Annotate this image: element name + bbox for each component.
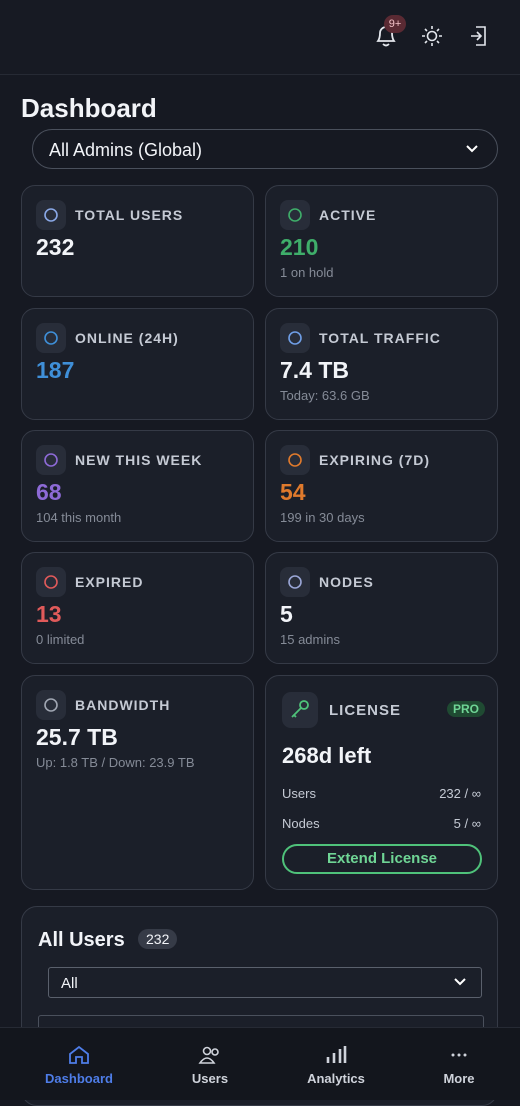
icon-glyph: [288, 208, 302, 222]
nav-item[interactable]: Dashboard: [34, 1028, 124, 1100]
license-row-value: 5 / ∞: [453, 816, 481, 831]
stat-label: EXPIRING (7D): [319, 452, 431, 468]
stat-label: BANDWIDTH: [75, 697, 171, 713]
nav-icon: [324, 1043, 348, 1067]
icon-glyph: [288, 575, 302, 589]
stat-icon: [36, 445, 66, 475]
nav-label: More: [443, 1071, 475, 1086]
nav-item[interactable]: More: [414, 1028, 504, 1100]
stat-value: 25.7 TB: [36, 724, 118, 750]
stat-label: NODES: [319, 574, 374, 590]
nav-label: Dashboard: [45, 1071, 113, 1086]
stat-card: NODES 5 15 admins: [265, 552, 498, 664]
stat-icon: [36, 567, 66, 597]
panel-title: All Users: [38, 929, 125, 951]
license-icon: [282, 692, 318, 728]
extend-license-button[interactable]: Extend License: [282, 844, 482, 874]
page-title: Dashboard: [21, 93, 157, 123]
filter-select[interactable]: All: [48, 967, 482, 998]
stat-label: TOTAL USERS: [75, 207, 184, 223]
stat-sub: 199 in 30 days: [280, 510, 365, 525]
stat-value: 7.4 TB: [280, 357, 350, 383]
admin-select[interactable]: All Admins (Global): [32, 129, 498, 169]
license-row-label: Users: [282, 786, 316, 801]
stat-value: 210: [280, 234, 319, 260]
icon-glyph: [44, 698, 58, 712]
logout-button[interactable]: [467, 24, 491, 48]
stat-sub: 15 admins: [280, 632, 340, 647]
stat-card: ACTIVE 210 1 on hold: [265, 185, 498, 297]
stat-icon: [280, 323, 310, 353]
stat-label: EXPIRED: [75, 574, 144, 590]
icon-glyph: [44, 575, 58, 589]
stat-label: ONLINE (24H): [75, 330, 179, 346]
stat-value: 232: [36, 234, 75, 260]
nav-item[interactable]: Users: [165, 1028, 255, 1100]
stat-sub: Up: 1.8 TB / Down: 23.9 TB: [36, 755, 195, 770]
nav-glyph: [451, 1053, 467, 1057]
stat-card: NEW THIS WEEK 68 104 this month: [21, 430, 254, 542]
nav-glyph: [326, 1046, 347, 1063]
top-bar: 9+: [0, 0, 520, 75]
license-remaining: 268d left: [282, 743, 372, 768]
bottom-nav: Dashboard Users Analytics More: [0, 1027, 520, 1100]
icon-glyph: [44, 331, 58, 345]
stat-icon: [36, 690, 66, 720]
admin-select-value: All Admins (Global): [49, 140, 203, 160]
user-count-badge: 232: [138, 929, 178, 949]
stat-card: EXPIRED 13 0 limited: [21, 552, 254, 664]
nav-label: Analytics: [307, 1071, 365, 1086]
chevron: [454, 978, 466, 986]
license-row-value: 232 / ∞: [439, 786, 481, 801]
stat-card: TOTAL USERS 232: [21, 185, 254, 297]
stat-sub: Today: 63.6 GB: [280, 388, 370, 403]
license-row-label: Nodes: [282, 816, 320, 831]
icon-glyph: [44, 208, 58, 222]
nav-icon: [198, 1043, 222, 1067]
stat-sub: 1 on hold: [280, 265, 334, 280]
stat-icon: [280, 445, 310, 475]
notification-badge: 9+: [384, 15, 406, 33]
nav-label: Users: [191, 1071, 229, 1086]
stat-value: 54: [280, 479, 306, 505]
chevron: [466, 145, 478, 153]
stat-icon: [280, 200, 310, 230]
tier-badge: PRO: [447, 701, 486, 717]
nav-icon: [67, 1043, 91, 1067]
license-label: LICENSE: [329, 702, 402, 719]
license-card: LICENSE PRO 268d left Users 232 / ∞ Nodes 5 / …: [265, 675, 498, 890]
stat-sub: 104 this month: [36, 510, 122, 525]
stat-card: BANDWIDTH 25.7 TB Up: 1.8 TB / Down: 23.9 …: [21, 675, 254, 890]
stat-label: NEW THIS WEEK: [75, 452, 203, 468]
nav-glyph: [198, 1046, 219, 1064]
stat-sub: 0 limited: [36, 632, 85, 647]
nav-icon: [447, 1043, 471, 1067]
nav-item[interactable]: Analytics: [291, 1028, 381, 1100]
icon-glyph: [288, 331, 302, 345]
stat-icon: [280, 567, 310, 597]
stat-label: ACTIVE: [319, 207, 377, 223]
nav-glyph: [69, 1045, 89, 1064]
stat-icon: [36, 323, 66, 353]
stat-card: TOTAL TRAFFIC 7.4 TB Today: 63.6 GB: [265, 308, 498, 420]
stat-card: EXPIRING (7D) 54 199 in 30 days: [265, 430, 498, 542]
stat-value: 68: [36, 479, 62, 505]
stat-label: TOTAL TRAFFIC: [319, 330, 441, 346]
stat-icon: [36, 200, 66, 230]
stat-value: 13: [36, 601, 62, 627]
stat-card: ONLINE (24H) 187: [21, 308, 254, 420]
theme-toggle[interactable]: [420, 24, 444, 48]
stat-value: 187: [36, 357, 75, 383]
key-glyph: [291, 700, 309, 718]
icon-glyph: [288, 453, 302, 467]
icon-glyph: [44, 453, 58, 467]
filter-value: All: [61, 975, 78, 992]
stat-value: 5: [280, 601, 293, 627]
